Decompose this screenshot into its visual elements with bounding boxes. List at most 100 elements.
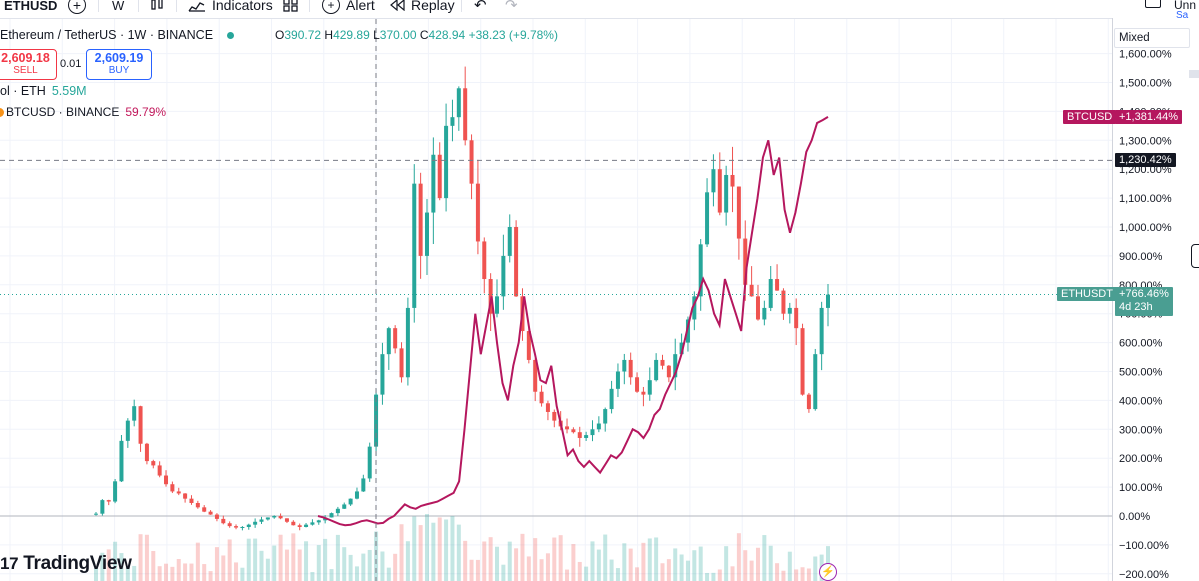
symbol-search-button[interactable]: ETHUSD — [4, 0, 58, 13]
volume-bar — [164, 563, 169, 581]
candle-body — [571, 429, 576, 433]
volume-bar — [558, 535, 563, 581]
volume-bar — [590, 541, 595, 581]
redo-button[interactable]: ↷ — [505, 0, 518, 16]
candle-body — [775, 279, 780, 291]
volume-bar — [628, 548, 633, 581]
volume-bar — [170, 566, 175, 581]
undo-button[interactable]: ↶ — [474, 0, 487, 16]
y-tick-label: 1,000.00% — [1119, 222, 1172, 234]
crosshair-price-label: 1,230.42% — [1115, 153, 1176, 167]
guides — [0, 19, 1112, 581]
tradingview-logo[interactable]: 17 TradingView — [0, 553, 132, 574]
volume-bar — [125, 566, 130, 581]
compare-legend[interactable]: BTCUSD · BINANCE 59.79% — [0, 105, 166, 119]
y-tick-label: −100.00% — [1119, 540, 1169, 552]
volume-bar — [755, 547, 760, 581]
scale-mode-select[interactable]: Mixed — [1114, 28, 1190, 48]
divider — [138, 0, 139, 12]
volume-bar — [654, 537, 659, 581]
scrollbar-handle[interactable] — [1189, 70, 1199, 78]
divider — [309, 0, 310, 12]
candle-body — [100, 500, 105, 514]
lightning-icon[interactable]: ⚡ — [819, 563, 837, 581]
y-tick-label: 1,100.00% — [1119, 193, 1172, 205]
candle-body — [628, 359, 633, 378]
candle-body — [526, 331, 531, 360]
volume-bar — [119, 553, 124, 581]
y-tick-label: 300.00% — [1119, 424, 1163, 436]
y-tick-label: 500.00% — [1119, 367, 1163, 379]
sell-button[interactable]: 2,609.18 SELL — [0, 49, 57, 80]
volume-bar — [94, 568, 98, 581]
layout-checkbox-icon[interactable] — [1145, 0, 1161, 8]
volume-bar — [635, 567, 640, 581]
alert-button[interactable]: + Alert — [322, 0, 375, 16]
candle-body — [475, 183, 480, 242]
volume-bar — [507, 541, 512, 581]
candle-body — [482, 241, 487, 280]
volume-bar — [794, 569, 799, 581]
side-panel-toggle[interactable] — [1191, 244, 1199, 268]
save-link[interactable]: Sa — [1176, 9, 1189, 21]
volume-bar — [775, 563, 780, 581]
y-tick-label: −200.00% — [1119, 569, 1169, 581]
volume-bar — [361, 553, 366, 581]
candle-body — [736, 186, 741, 239]
volume-bar — [354, 566, 359, 581]
candle-body — [291, 521, 296, 526]
interval-button[interactable]: W — [112, 0, 125, 13]
volume-bar — [533, 538, 538, 581]
candle-body — [374, 394, 379, 447]
candle-body — [826, 294, 830, 308]
candle-body — [176, 491, 181, 494]
y-tick-label: 1,500.00% — [1119, 78, 1172, 90]
volume-bar — [431, 522, 436, 581]
volume-bar — [526, 556, 531, 581]
templates-button[interactable] — [283, 0, 299, 16]
y-tick-label: 1,600.00% — [1119, 49, 1172, 61]
volume-bar — [284, 549, 289, 581]
volume-bar — [316, 545, 321, 581]
candle-body — [424, 212, 429, 256]
candle-body — [679, 342, 684, 355]
volume-bar — [297, 549, 302, 581]
symbol-legend[interactable]: Ethereum / TetherUS · 1W · BINANCE — [0, 28, 246, 42]
buy-button[interactable]: 2,609.19 BUY — [86, 49, 152, 80]
candle-body — [386, 328, 391, 355]
volume-legend[interactable]: ol · ETH 5.59M — [0, 84, 87, 98]
candle-body — [673, 354, 678, 378]
compare-add-button[interactable]: + — [68, 0, 86, 16]
spread-value: 0.01 — [60, 58, 82, 70]
candle-body — [284, 518, 289, 522]
chart-type-button[interactable] — [150, 0, 164, 16]
volume-bar — [711, 572, 716, 581]
volume-bar — [208, 571, 213, 581]
volume-bar — [348, 554, 353, 581]
symbol-title: Ethereum / TetherUS · 1W · BINANCE — [0, 28, 214, 42]
ethusdt-last-value: +766.46% 4d 23h — [1115, 287, 1173, 316]
candle-body — [157, 465, 162, 476]
candle-body — [278, 516, 283, 519]
volume-bar — [444, 519, 449, 581]
candle-body — [577, 432, 582, 438]
y-axis-ticks: 1,600.00%1,500.00%1,400.00%1,300.00%1,20… — [1119, 49, 1172, 581]
candle-body — [787, 307, 792, 314]
replay-button[interactable]: Replay — [389, 0, 455, 16]
volume-bar — [482, 541, 487, 581]
candle-body — [240, 526, 245, 528]
candle-body — [221, 518, 226, 524]
candle-body — [469, 140, 474, 184]
candle-body — [125, 420, 130, 441]
volume-bar — [265, 558, 270, 581]
volume-bar — [221, 555, 226, 581]
layout-name[interactable]: Unn — [1174, 0, 1197, 12]
candle-body — [380, 354, 385, 395]
candle-body — [94, 513, 98, 515]
volume-bar — [495, 546, 500, 581]
volume-bar — [227, 539, 232, 581]
volume-bar — [323, 538, 328, 581]
indicators-button[interactable]: Indicators — [188, 0, 273, 16]
volume-bar — [106, 549, 111, 581]
